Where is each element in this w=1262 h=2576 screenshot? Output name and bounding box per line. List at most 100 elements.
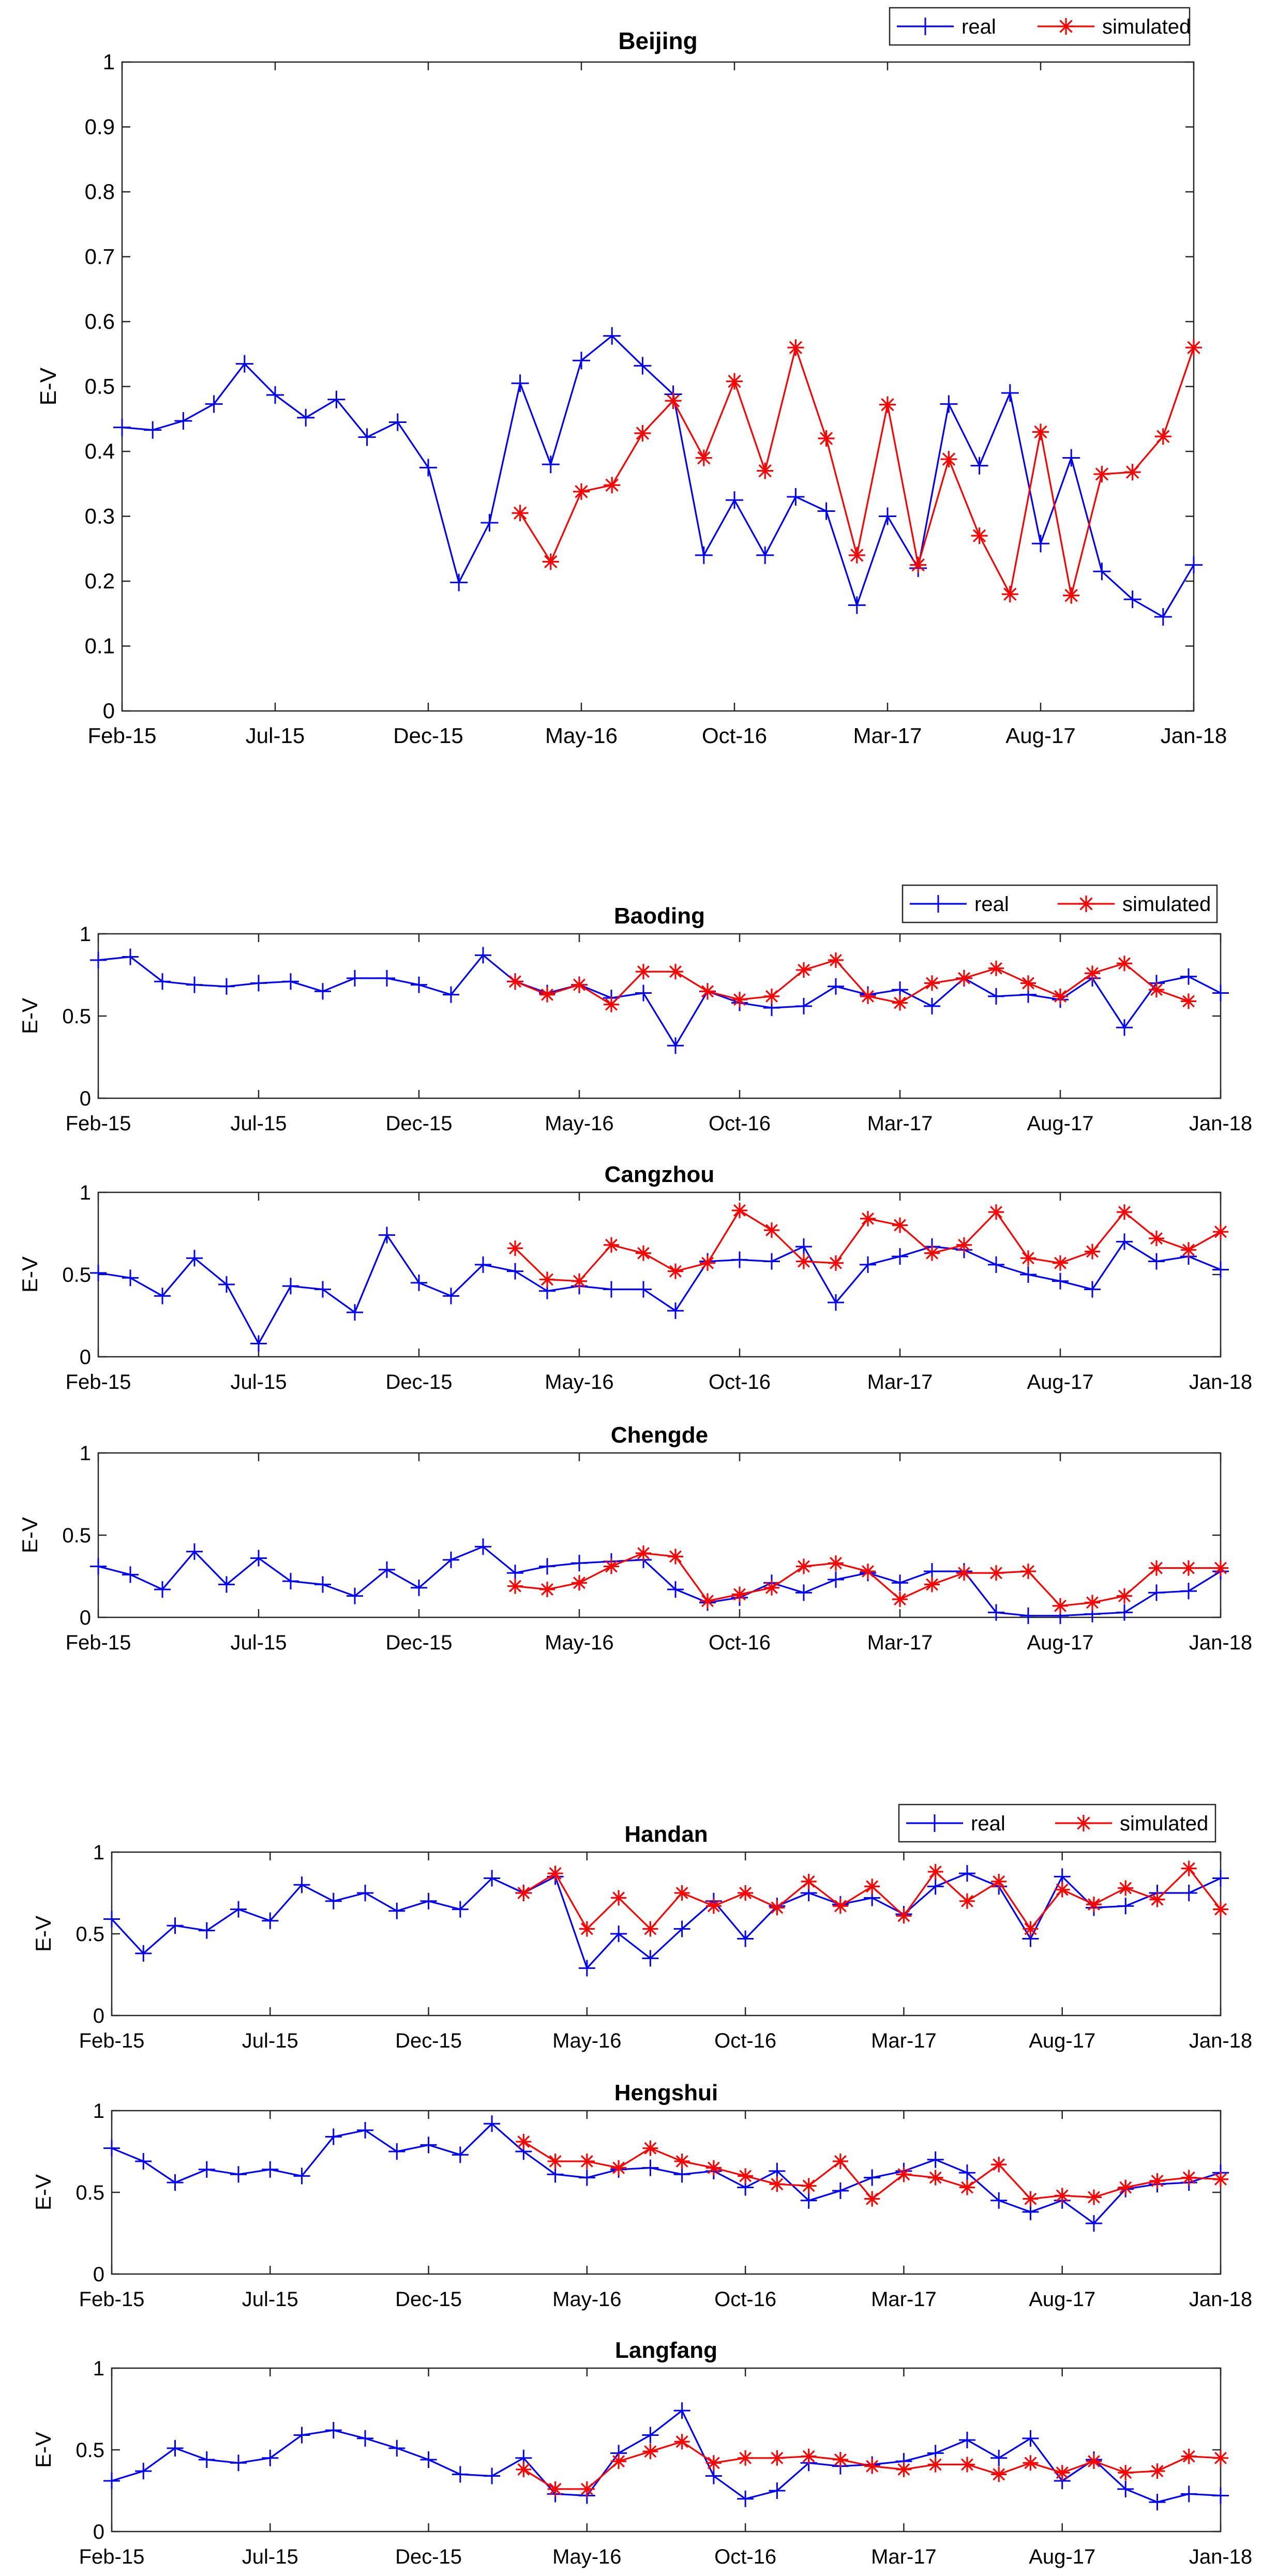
data-point-simulated — [801, 1873, 817, 1889]
data-point-real — [230, 1901, 247, 1918]
chart-title: Hengshui — [614, 2080, 718, 2105]
data-point-real — [988, 1256, 1004, 1273]
data-point-simulated — [1054, 2465, 1070, 2481]
data-point-real — [484, 2115, 501, 2132]
data-point-real — [122, 1566, 139, 1583]
data-point-real — [958, 1865, 975, 1882]
data-point-simulated — [927, 2170, 943, 2186]
data-point-real — [144, 421, 162, 439]
data-point-simulated — [705, 2160, 722, 2176]
data-point-real — [230, 2166, 247, 2183]
x-tick-label: Jan-18 — [1189, 2545, 1252, 2568]
data-point-real — [828, 978, 844, 995]
data-point-real — [958, 2432, 975, 2449]
data-point-real — [314, 1281, 331, 1298]
series-line-real — [98, 1234, 1221, 1345]
y-tick-label: 0.7 — [85, 245, 115, 269]
data-point-simulated — [516, 2134, 532, 2150]
y-tick-label: 0.8 — [85, 179, 115, 204]
x-tick-label: Jul-15 — [231, 1631, 287, 1654]
data-point-simulated — [1086, 2189, 1102, 2205]
x-tick-label: Aug-17 — [1027, 1371, 1094, 1393]
data-point-simulated — [769, 1900, 785, 1916]
data-point-simulated — [832, 1898, 848, 1914]
data-point-simulated — [801, 2178, 817, 2194]
data-point-real — [635, 1281, 652, 1298]
x-tick-label: Feb-15 — [66, 1631, 131, 1654]
data-point-simulated — [1032, 423, 1049, 441]
data-point-real — [262, 2449, 279, 2466]
data-point-simulated — [818, 430, 835, 447]
data-point-real — [103, 2473, 120, 2490]
data-point-simulated — [1053, 988, 1068, 1004]
data-point-real — [419, 459, 437, 477]
data-point-real — [358, 428, 376, 446]
chart-title: Handan — [624, 1822, 708, 1847]
x-tick-label: Oct-16 — [702, 723, 767, 748]
data-point-real — [154, 973, 171, 990]
y-tick-label: 1 — [103, 50, 115, 74]
data-point-simulated — [896, 2166, 912, 2183]
chart-title: Chengde — [611, 1422, 708, 1448]
data-point-simulated — [1213, 2450, 1228, 2466]
data-point-real — [726, 491, 743, 509]
data-point-real — [511, 374, 529, 392]
data-point-real — [1212, 2487, 1229, 2504]
data-point-real — [817, 502, 835, 520]
y-tick-label: 1 — [80, 1442, 91, 1465]
data-point-real — [122, 1269, 139, 1286]
data-point-real — [250, 1335, 267, 1352]
data-point-simulated — [991, 2466, 1007, 2482]
chart-title: Cangzhou — [605, 1162, 715, 1187]
data-point-real — [135, 2153, 152, 2170]
x-tick-label: Dec-15 — [386, 1371, 453, 1393]
chart-panel-handan: Handan 0 0.5 1 Feb-15 Jul-15 Dec-15 May-16 Oct-1… — [31, 1804, 1252, 2052]
series-line-real — [111, 2410, 1221, 2503]
plot-area — [97, 933, 1222, 1099]
data-point-real — [958, 2164, 975, 2181]
data-point-real — [379, 969, 395, 987]
data-point-simulated — [1181, 993, 1196, 1009]
data-point-real — [250, 1550, 267, 1567]
data-point-simulated — [971, 527, 988, 544]
data-point-real — [763, 1253, 780, 1270]
data-point-simulated — [988, 1204, 1004, 1220]
data-point-real — [198, 1922, 215, 1939]
data-point-simulated — [1020, 1563, 1036, 1579]
x-tick-label: Aug-17 — [1029, 2545, 1095, 2568]
data-point-real — [1154, 608, 1172, 626]
data-point-simulated — [828, 1255, 844, 1271]
data-point-real — [1212, 1261, 1229, 1278]
data-point-simulated — [787, 339, 804, 356]
data-point-simulated — [636, 964, 651, 980]
y-tick-label: 0.5 — [76, 1923, 104, 1946]
data-point-real — [262, 2161, 279, 2178]
data-point-simulated — [892, 995, 908, 1011]
data-point-real — [205, 395, 223, 413]
data-point-real — [642, 2159, 659, 2176]
x-tick-label: Dec-15 — [386, 1631, 453, 1654]
data-point-real — [262, 1912, 279, 1929]
data-point-real — [90, 1264, 107, 1281]
chart-panel-beijing: Beijing 0 0.1 0.2 0.3 0.4 0.5 0.6 0.7 0.8 0.9 1 Feb-… — [36, 7, 1227, 748]
series-line-real — [122, 335, 1195, 618]
series-real — [90, 947, 1229, 1054]
data-point-real — [135, 2463, 152, 2480]
chart-title: Baoding — [614, 903, 705, 929]
data-point-real — [539, 1558, 555, 1575]
data-point-simulated — [1093, 465, 1110, 482]
data-point-real — [1180, 1885, 1197, 1901]
data-point-simulated — [634, 425, 651, 442]
data-point-simulated — [764, 988, 779, 1004]
data-point-real — [756, 546, 774, 564]
data-point-real — [235, 355, 253, 373]
data-point-real — [293, 1876, 310, 1893]
data-point-real — [940, 395, 958, 413]
data-point-simulated — [764, 1222, 779, 1238]
data-point-simulated — [1149, 1891, 1165, 1907]
x-tick-label: Jan-18 — [1161, 723, 1227, 748]
data-point-real — [357, 2122, 374, 2139]
data-point-real — [1148, 1253, 1165, 1270]
data-point-real — [347, 1304, 363, 1321]
x-tick-label: Dec-15 — [393, 723, 463, 748]
